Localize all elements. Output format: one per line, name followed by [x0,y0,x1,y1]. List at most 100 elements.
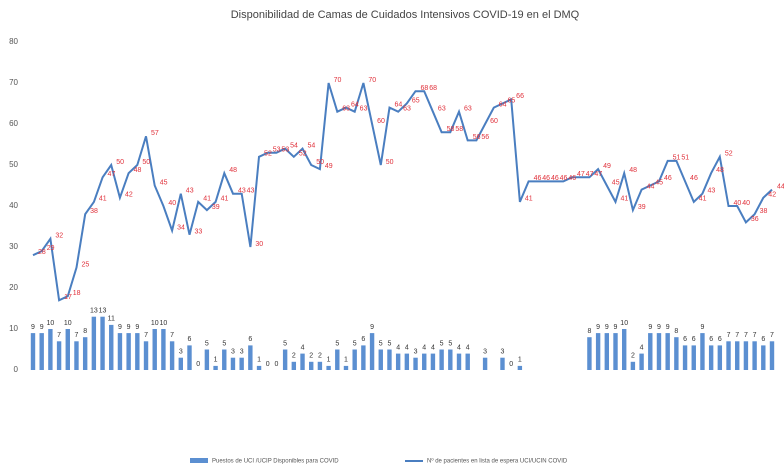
bar [682,345,688,370]
bar-value-label: 13 [99,308,107,315]
line-value-label: 38 [760,208,768,215]
bar-value-label: 10 [64,320,72,327]
bar [517,365,523,370]
bar [204,349,210,370]
bar [248,345,253,370]
line-value-label: 65 [507,97,515,104]
line-value-label: 40 [734,200,742,207]
line-value-label: 46 [690,175,698,182]
bar [361,345,366,370]
bar [213,365,218,370]
line-value-label: 46 [542,175,550,182]
line-value-label: 60 [377,118,385,125]
bar [404,353,410,370]
bar [691,345,696,370]
line-value-label: 66 [516,93,524,100]
bar [613,333,618,370]
bar [708,345,714,370]
bar [769,341,775,370]
line-value-label: 25 [81,261,89,268]
y-tick-label: 40 [9,201,18,210]
bar [413,357,418,370]
bar [622,329,627,370]
line-value-label: 53 [273,147,281,154]
line-value-label: 36 [751,216,759,223]
bar-value-label: 9 [605,324,609,331]
bar-value-label: 4 [431,344,435,351]
bar [430,353,436,370]
bar-value-label: 9 [614,324,618,331]
bar-value-label: 5 [379,340,383,347]
line-value-label: 43 [238,188,246,195]
bar [65,329,70,370]
bar-value-label: 5 [448,340,452,347]
line-value-label: 56 [473,134,481,141]
bar-value-label: 9 [31,324,35,331]
bar-value-label: 0 [196,361,200,368]
line-value-label: 51 [681,155,689,162]
line-value-label: 46 [568,175,576,182]
bar-value-label: 0 [509,361,513,368]
bar-value-label: 9 [127,324,131,331]
bar-value-label: 9 [596,324,600,331]
bar [456,353,462,370]
line-value-label: 39 [212,204,220,211]
line-value-label: 28 [38,249,46,256]
line-value-label: 70 [334,77,342,84]
bar [717,345,723,370]
bar-value-label: 7 [735,332,739,339]
bar-value-label: 1 [214,357,218,364]
bar-value-label: 9 [657,324,661,331]
bar [178,357,183,370]
bar-value-label: 3 [414,349,418,356]
bar [143,341,149,370]
bar-value-label: 3 [179,349,183,356]
bar [378,349,383,370]
bar-value-label: 2 [292,353,296,360]
legend-swatch [190,458,208,463]
line-value-label: 40 [168,200,176,207]
line-value-label: 45 [655,179,663,186]
bar-value-label: 5 [205,340,209,347]
bar [30,333,36,370]
bar [587,337,592,370]
line-value-label: 49 [603,163,611,170]
line-value-label: 47 [594,171,602,178]
bar-value-label: 9 [700,324,704,331]
bar-value-label: 5 [222,340,226,347]
bar [761,345,766,370]
bar-value-label: 4 [396,344,400,351]
line-value-label: 68 [421,85,429,92]
line-value-label: 29 [47,245,55,252]
bar-value-label: 4 [457,344,461,351]
y-tick-label: 60 [9,119,18,128]
bar [387,349,392,370]
line-value-label: 50 [142,159,150,166]
legend-label: Nº de pacientes en lista de espera UCI/U… [427,458,568,465]
line-value-label: 41 [99,196,107,203]
y-tick-label: 30 [9,242,18,251]
line-value-label: 51 [673,155,681,162]
bar-value-label: 3 [231,349,235,356]
line-value-label: 32 [55,233,63,240]
bar-value-label: 5 [335,340,339,347]
bar [100,316,105,370]
bar [343,365,349,370]
bar-value-label: 7 [57,332,61,339]
bar-value-label: 10 [160,320,168,327]
bar-value-label: 6 [718,336,722,343]
line-value-label: 52 [299,151,307,158]
y-tick-label: 0 [14,365,19,374]
bar-value-label: 8 [587,328,591,335]
chart-title: Disponibilidad de Camas de Cuidados Inte… [231,9,580,21]
line-value-label: 54 [308,142,316,149]
line-value-label: 41 [699,196,707,203]
line-value-label: 46 [560,175,568,182]
bar [230,357,236,370]
bar [309,361,314,370]
bar-value-label: 4 [301,344,305,351]
bar-value-label: 1 [257,357,261,364]
line-value-label: 64 [394,101,402,108]
y-tick-label: 10 [9,324,18,333]
line-value-label: 45 [160,179,168,186]
